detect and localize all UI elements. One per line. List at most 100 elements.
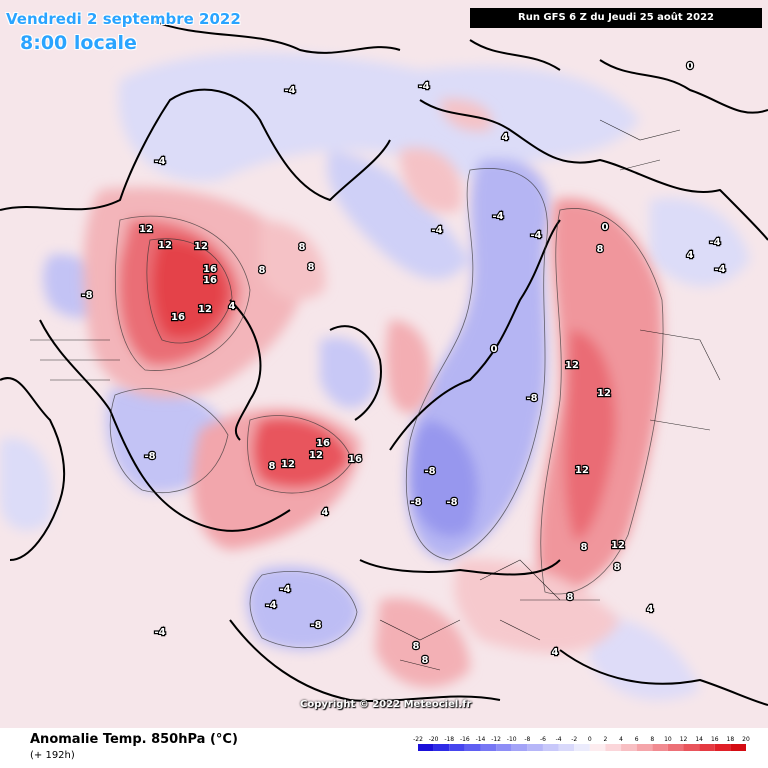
legend-color-swatch <box>542 744 559 751</box>
legend-color-swatch <box>464 744 481 751</box>
valid-date: Vendredi 2 septembre 2022 <box>6 10 241 28</box>
legend-tick-label: -20 <box>429 736 439 743</box>
contour-label: 8 <box>614 562 621 573</box>
contour-label: 8 <box>581 542 588 553</box>
contour-label: 16 <box>348 454 362 465</box>
legend-tick-label: -6 <box>540 736 546 743</box>
coastlines <box>0 19 768 706</box>
contour-label: 12 <box>565 360 579 371</box>
contour-label: -4 <box>418 81 429 92</box>
legend-color-swatch <box>683 744 700 751</box>
contour-label: -4 <box>265 600 276 611</box>
contour-label: 8 <box>259 265 266 276</box>
legend-tick-label: -8 <box>524 736 530 743</box>
legend-tick-label: -4 <box>556 736 562 743</box>
contour-label: 8 <box>413 641 420 652</box>
legend-tick-label: -12 <box>491 736 501 743</box>
legend-tick-label: -2 <box>571 736 577 743</box>
legend-color-swatch <box>652 744 668 751</box>
contour-label: 8 <box>269 461 276 472</box>
contour-label: -8 <box>144 451 155 462</box>
legend-color-swatch <box>418 744 434 751</box>
legend-color-swatch <box>511 744 528 751</box>
contour-label: -4 <box>530 230 541 241</box>
legend-tick-label: 10 <box>664 736 672 743</box>
contour-label: 12 <box>611 540 625 551</box>
legend-color-swatch <box>480 744 497 751</box>
forecast-lead: (+ 192h) <box>30 750 75 761</box>
contour-label: 12 <box>158 240 172 251</box>
contour-label: -8 <box>424 466 435 477</box>
legend-tick-label: -14 <box>476 736 486 743</box>
legend-color-swatch <box>714 744 731 751</box>
contour-label: 8 <box>299 242 306 253</box>
variable-title: Anomalie Temp. 850hPa (°C) <box>30 732 238 747</box>
legend-tick-label: 2 <box>604 736 608 743</box>
legend-tick-label: -18 <box>444 736 454 743</box>
legend-color-swatch <box>527 744 543 751</box>
color-scale: -22 -20 -18 -16 -14 -12 -10 -8 -6 -4 -2 0 2 4 6 8 10 12 14… <box>413 736 750 751</box>
contour-label: 0 <box>687 61 694 72</box>
contour-label: 0 <box>491 344 498 355</box>
contour-label: -4 <box>431 225 442 236</box>
contour-label: 4 <box>552 647 559 658</box>
legend-tick-label: 18 <box>727 736 735 743</box>
legend-color-swatch <box>605 744 622 751</box>
contour-label: -4 <box>714 264 725 275</box>
contour-label: 8 <box>597 244 604 255</box>
legend-color-swatch <box>636 744 653 751</box>
contour-label: 12 <box>281 459 295 470</box>
contour-label: -8 <box>81 290 92 301</box>
legend-tick-label: 12 <box>680 736 688 743</box>
copyright-notice: Copyright © 2022 Meteociel.fr <box>300 699 472 710</box>
legend-color-swatch <box>433 744 450 751</box>
legend-color-swatch <box>699 744 715 751</box>
contour-label: -8 <box>410 497 421 508</box>
contour-label: -4 <box>279 584 290 595</box>
isotherm-contours <box>109 168 664 649</box>
legend-color-swatch <box>667 744 684 751</box>
contour-label: 12 <box>309 450 323 461</box>
contour-label: -8 <box>526 393 537 404</box>
legend-tick-label: 8 <box>650 736 654 743</box>
contour-label: 12 <box>139 224 153 235</box>
contour-label: -8 <box>446 497 457 508</box>
legend-tick-label: 16 <box>711 736 719 743</box>
legend-tick-label: -10 <box>507 736 517 743</box>
legend-color-swatch <box>574 744 590 751</box>
contour-label: -4 <box>709 237 720 248</box>
legend-color-swatch <box>558 744 575 751</box>
country-borders <box>30 119 721 671</box>
contour-label: 4 <box>647 604 654 615</box>
contour-label: 16 <box>203 264 217 275</box>
legend-color-swatch <box>589 744 606 751</box>
valid-time: 8:00 locale <box>20 32 137 54</box>
contour-label: 12 <box>198 304 212 315</box>
contour-label: -4 <box>154 156 165 167</box>
contour-label: 12 <box>194 241 208 252</box>
contour-label: 12 <box>597 388 611 399</box>
legend-tick-label: 4 <box>619 736 623 743</box>
legend-footer: Anomalie Temp. 850hPa (°C) (+ 192h) -2 2 -… <box>0 728 768 768</box>
legend-tick-label: 0 <box>588 736 592 743</box>
contour-label: -8 <box>310 620 321 631</box>
contour-label: 4 <box>322 507 329 518</box>
run-info: Run GFS 6 Z du Jeudi 25 août 2022 <box>470 8 762 28</box>
contour-label: 16 <box>316 438 330 449</box>
contour-label: 12 <box>575 465 589 476</box>
contour-label: 16 <box>171 312 185 323</box>
legend-color-swatch <box>496 744 512 751</box>
contour-label: 8 <box>308 262 315 273</box>
contour-label: -4 <box>284 85 295 96</box>
contour-label: 4 <box>229 301 236 312</box>
contour-label: -4 <box>492 211 503 222</box>
contour-label: -4 <box>154 627 165 638</box>
legend-tick-label: -16 <box>460 736 470 743</box>
legend-color-swatch <box>730 744 746 751</box>
contour-label: 4 <box>687 250 694 261</box>
warm-anomaly-areas <box>83 99 663 688</box>
contour-label: 4 <box>502 132 509 143</box>
